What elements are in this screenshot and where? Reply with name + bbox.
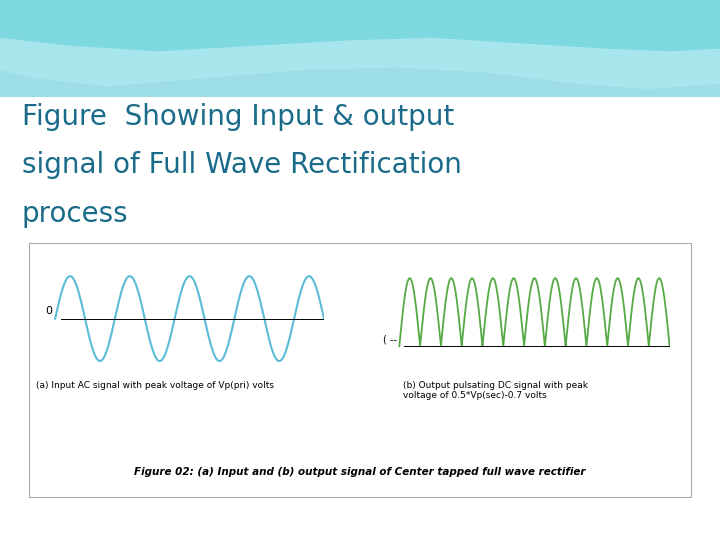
- Polygon shape: [0, 0, 720, 97]
- Text: Figure  Showing Input & output: Figure Showing Input & output: [22, 103, 454, 131]
- Text: signal of Full Wave Rectification: signal of Full Wave Rectification: [22, 151, 462, 179]
- Text: ( --: ( --: [383, 335, 397, 345]
- Polygon shape: [0, 38, 720, 97]
- Text: (a) Input AC signal with peak voltage of Vp(pri) volts: (a) Input AC signal with peak voltage of…: [36, 381, 274, 390]
- Text: process: process: [22, 200, 128, 228]
- Text: (b) Output pulsating DC signal with peak
voltage of 0.5*Vp(sec)-0.7 volts: (b) Output pulsating DC signal with peak…: [403, 381, 588, 400]
- Text: Figure 02: (a) Input and (b) output signal of Center tapped full wave rectifier: Figure 02: (a) Input and (b) output sign…: [134, 467, 586, 477]
- Polygon shape: [0, 97, 720, 540]
- FancyBboxPatch shape: [29, 243, 691, 497]
- Text: 0: 0: [45, 307, 53, 316]
- Polygon shape: [0, 68, 720, 97]
